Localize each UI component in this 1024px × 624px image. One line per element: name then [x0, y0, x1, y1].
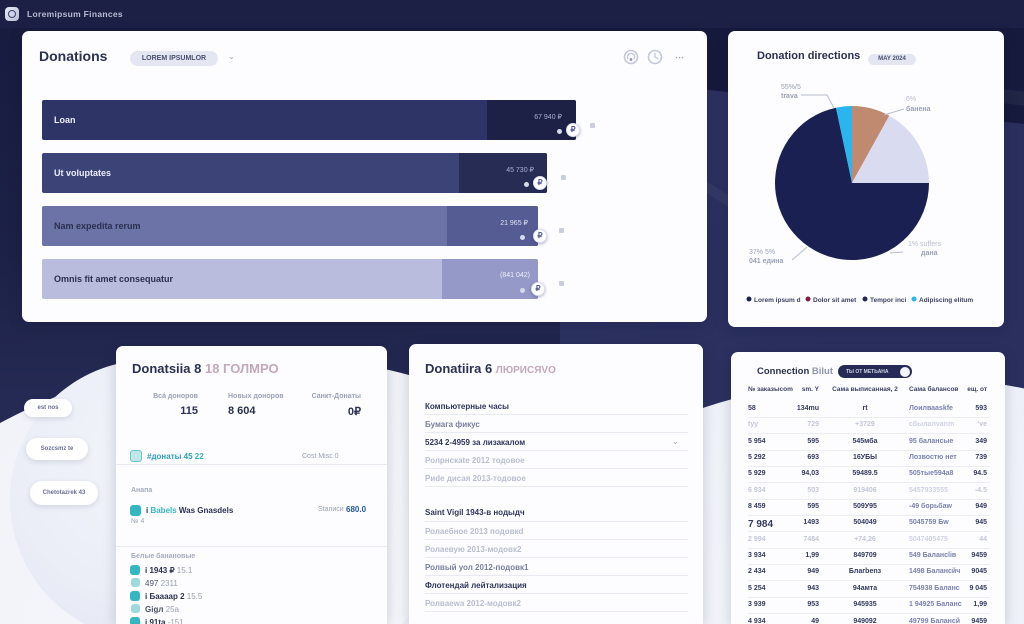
svg-text:6%: 6%: [906, 96, 916, 103]
svg-text:Tempor inci: Tempor inci: [870, 297, 907, 304]
svg-text:Dolor sit amet: Dolor sit amet: [813, 297, 857, 304]
svg-text:trava: trava: [781, 93, 798, 100]
svg-text:1% suffers: 1% suffers: [908, 241, 941, 248]
svg-text:55%/5: 55%/5: [781, 84, 801, 91]
svg-text:банена: банена: [906, 105, 931, 113]
svg-text:⋯: ⋯: [675, 52, 684, 62]
svg-text:Lorem ipsum d: Lorem ipsum d: [754, 297, 801, 304]
svg-text:Adipiscing elitum: Adipiscing elitum: [919, 297, 973, 304]
svg-text:041 едина: 041 едина: [749, 258, 783, 265]
svg-text:дана: дана: [921, 250, 938, 257]
svg-text:37% 5%: 37% 5%: [749, 249, 775, 256]
